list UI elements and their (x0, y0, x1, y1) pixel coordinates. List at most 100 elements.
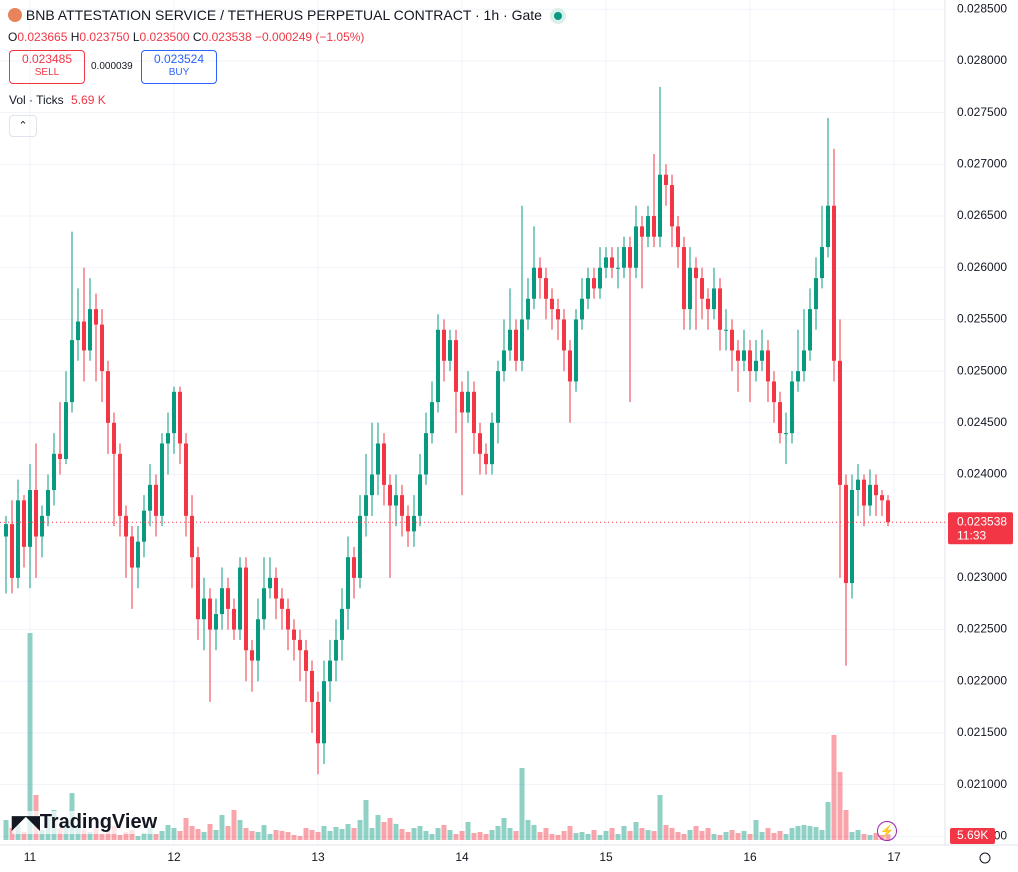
candle-body (400, 495, 404, 516)
volume-bar (699, 831, 705, 840)
y-tick-label: 0.023000 (957, 570, 1007, 584)
candle-body (190, 515, 194, 558)
volume-legend: Vol · Ticks (9, 93, 64, 107)
candle-body (646, 216, 650, 237)
volume-bar (579, 832, 585, 840)
volume-bar (99, 834, 105, 840)
candle-body (142, 510, 146, 542)
volume-legend-row: Vol · Ticks 5.69 K (9, 93, 106, 107)
candle-body (316, 701, 320, 744)
candle-body (622, 247, 626, 268)
volume-bar (135, 836, 141, 840)
lightning-button[interactable]: ⚡ (877, 821, 897, 841)
candle-body (220, 588, 224, 615)
volume-bar (249, 831, 255, 840)
volume-bar (603, 831, 609, 840)
y-tick-label: 0.024000 (957, 467, 1007, 481)
candle-body (634, 226, 638, 268)
candle-body (598, 267, 602, 289)
collapse-button[interactable]: ⌃ (9, 115, 37, 137)
logo-text: TradingView (39, 811, 158, 833)
candle-body (526, 298, 530, 320)
candle-body (46, 490, 50, 516)
x-tick-label: 12 (167, 850, 181, 864)
candle-body (124, 515, 128, 537)
candle-body (112, 422, 116, 454)
volume-bar (195, 829, 201, 840)
volume-bar (117, 835, 123, 840)
sell-label: SELL (34, 67, 60, 78)
volume-bar (279, 831, 285, 840)
volume-bar (357, 820, 363, 840)
volume-tag-label: 5.69K (957, 828, 988, 842)
volume-bar (147, 828, 153, 840)
volume-bar (735, 833, 741, 840)
candle-body (340, 608, 344, 640)
volume-bar (729, 830, 735, 840)
candle-body (688, 267, 692, 310)
volume-bar (573, 833, 579, 840)
x-tick-label: 15 (599, 850, 613, 864)
volume-bar (141, 833, 147, 840)
candle-body (214, 614, 218, 630)
buy-price: 0.023524 (153, 52, 205, 66)
buy-button[interactable]: 0.023524 BUY (141, 50, 217, 84)
candle-body (364, 495, 368, 516)
volume-bar (807, 826, 813, 840)
volume-bar (309, 830, 315, 840)
buy-label: BUY (168, 67, 190, 78)
volume-bar (435, 828, 441, 840)
volume-bar (723, 832, 729, 840)
candle-body (256, 619, 260, 661)
volume-bar (81, 830, 87, 840)
candle-body (466, 391, 470, 413)
y-tick-label: 0.027000 (957, 157, 1007, 171)
candle-body (796, 371, 800, 382)
volume-bar (633, 822, 639, 840)
volume-bar (867, 835, 873, 840)
volume-bar (783, 834, 789, 840)
sell-button[interactable]: 0.023485 SELL (9, 50, 85, 84)
candle-body (154, 484, 158, 516)
candle-body (370, 474, 374, 496)
candle-body (148, 484, 152, 511)
candle-body (862, 479, 866, 506)
volume-bar (567, 826, 573, 840)
candle-body (262, 588, 266, 620)
volume-bar (315, 832, 321, 840)
candle-body (838, 360, 842, 485)
candle-body (850, 490, 854, 584)
volume-bar (639, 828, 645, 840)
volume-bar (57, 828, 63, 840)
candle-body (712, 288, 716, 310)
candle-body (778, 402, 782, 434)
candle-body (406, 515, 410, 532)
candle-body (562, 319, 566, 351)
volume-bar (423, 831, 429, 840)
candle-body (226, 588, 230, 609)
candle-body (268, 577, 272, 589)
volume-bar (795, 826, 801, 840)
settings-icon[interactable] (979, 852, 991, 864)
volume-bar (219, 815, 225, 840)
countdown: 11:33 (957, 528, 986, 542)
candle-body (826, 205, 830, 248)
volume-bar (393, 824, 399, 840)
volume-bar (129, 830, 135, 840)
volume-bar (741, 831, 747, 840)
candle-body (772, 381, 776, 403)
y-tick-label: 0.028500 (957, 1, 1007, 15)
volume-bar (93, 828, 99, 840)
candle-body (4, 524, 8, 537)
candle-body (496, 371, 500, 423)
candle-body (844, 484, 848, 584)
candle-body (784, 433, 788, 435)
volume-bar (321, 826, 327, 840)
volume-bar (3, 820, 9, 840)
ohlc-value: 0.023500 (139, 30, 190, 44)
candle-body (58, 453, 62, 459)
candle-body (664, 174, 668, 186)
volume-bar (717, 835, 723, 840)
candle-body (604, 257, 608, 268)
